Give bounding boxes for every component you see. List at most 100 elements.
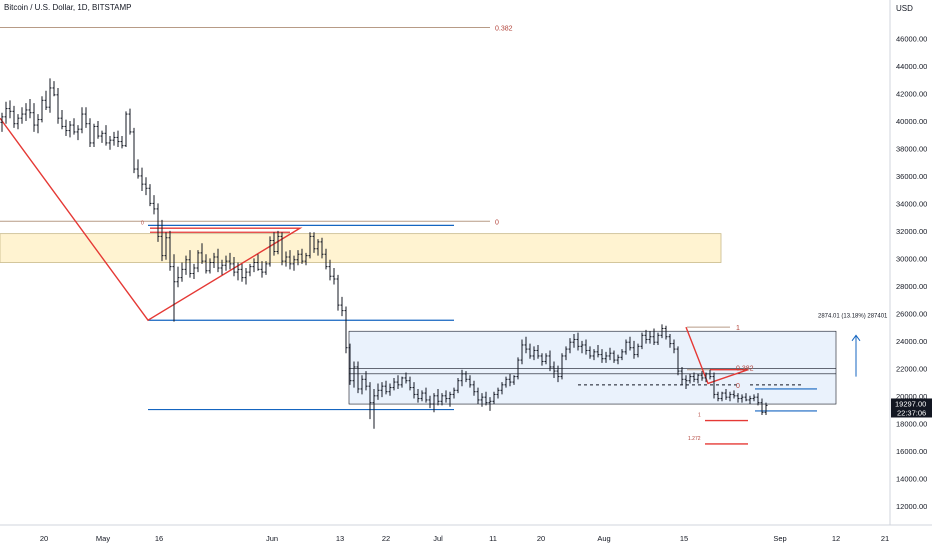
candle [488,397,492,411]
candle [664,325,668,340]
candle [536,344,540,359]
x-tick-label: 20 [537,534,545,543]
candle [716,391,720,402]
candle [236,262,240,281]
x-tick-label: 21 [881,534,889,543]
candle [264,261,268,275]
x-tick-label: 22 [382,534,390,543]
candle [20,107,24,124]
candle [304,252,308,266]
candle [196,250,200,273]
candle [740,394,744,403]
candle [292,255,296,271]
candle [452,387,456,399]
candle [160,219,164,262]
candle [272,232,276,256]
candle [608,347,612,361]
candle [48,78,52,113]
candle [448,391,452,407]
candle [176,266,180,288]
candle [652,328,656,345]
candle [224,255,228,271]
candle [640,332,644,350]
y-tick-label: 30000.00 [896,254,927,263]
fib-label-1-target: 1 [698,413,701,419]
candle [392,377,396,391]
candle [508,373,512,387]
candle [336,274,340,311]
candle [460,369,464,387]
last-price-label: 19297.00 [895,399,926,408]
candle [184,255,188,275]
candle [444,390,448,403]
candle [96,120,100,139]
candle [328,259,332,281]
x-tick-label: Jul [433,534,443,543]
candle [696,373,700,384]
candle [756,393,760,406]
candle [152,195,156,215]
candle [364,371,368,391]
y-tick-label: 20000.00 [896,392,927,401]
candle [620,349,624,361]
fib-label-1272: 1.272 [688,436,701,442]
candle [84,107,88,128]
x-tick-label: 13 [336,534,344,543]
axes-layer: 46000.00 44000.00 42000.00 40000.00 38000.00… [0,0,932,543]
candle [668,333,672,348]
candle [80,107,84,134]
candle [532,346,536,361]
candle [168,230,172,271]
candle [352,361,356,388]
candle [396,375,400,389]
candle [12,105,16,128]
candle [500,382,504,395]
candle [56,87,60,124]
candle [656,332,660,345]
candle [484,391,488,406]
y-tick-label: 12000.00 [896,502,927,511]
x-tick-label: 20 [40,534,48,543]
candle [660,324,664,339]
candle [728,391,732,402]
x-tick-label: 11 [489,534,497,543]
candle [348,343,352,385]
candle [572,333,576,348]
candle [8,100,12,119]
candle [140,167,144,192]
candle [432,393,436,413]
y-tick-label: 14000.00 [896,474,927,483]
y-tick-label: 40000.00 [896,117,927,126]
candle [228,252,232,270]
candle [720,391,724,402]
fib-label-0382-top: 0.382 [495,25,513,32]
candle [684,375,688,389]
candle [472,380,476,396]
candle [188,250,192,278]
candle [468,375,472,388]
candle [376,383,380,400]
candle [208,258,212,274]
candle [144,177,148,196]
candle [60,109,64,130]
candle [240,263,244,282]
candle [436,388,440,406]
candle [320,237,324,259]
candle [276,230,280,255]
candle [580,340,584,354]
y-tick-label: 44000.00 [896,62,927,71]
candle [108,136,112,150]
candle [404,372,408,384]
candle [368,382,372,420]
y-tick-label: 24000.00 [896,337,927,346]
candle [712,372,716,399]
fib-label-0382: 0.382 [736,366,754,373]
candle [600,349,604,363]
candle [0,112,4,132]
candle [232,257,236,277]
candle [192,263,196,279]
candle [248,263,252,277]
y-tick-label: 16000.00 [896,447,927,456]
candle [332,267,336,285]
